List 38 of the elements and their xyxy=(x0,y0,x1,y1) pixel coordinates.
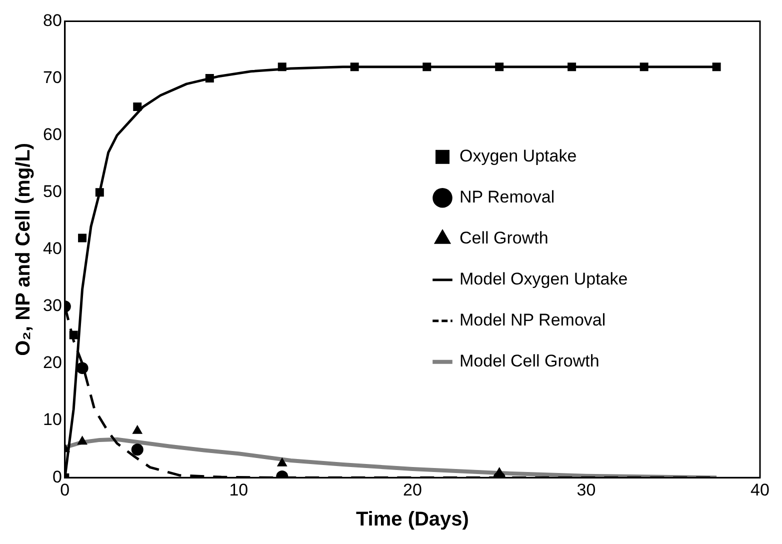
point xyxy=(133,102,142,112)
point xyxy=(350,62,359,72)
x-tick-label: 10 xyxy=(229,480,248,500)
point xyxy=(132,424,143,434)
point xyxy=(276,457,288,466)
legend-label: Model Cell Growth xyxy=(460,352,600,371)
point xyxy=(78,234,87,242)
y-tick-label: 10 xyxy=(42,410,62,430)
point xyxy=(131,444,144,456)
y-tick-label: 20 xyxy=(42,353,62,372)
legend-label: Model Oxygen Uptake xyxy=(460,270,628,289)
x-tick-label: 20 xyxy=(402,480,422,500)
point xyxy=(69,330,78,340)
point xyxy=(568,62,576,72)
y-tick-label: 30 xyxy=(42,296,62,316)
y-tick-label: 70 xyxy=(42,68,62,87)
point xyxy=(495,62,504,72)
legend-label: Cell Growth xyxy=(460,228,548,248)
y-tick-label: 50 xyxy=(42,182,62,202)
point xyxy=(640,62,648,72)
y-tick-label: 40 xyxy=(42,239,62,258)
x-tick-label: 40 xyxy=(750,480,770,500)
x-axis-title: Time (Days) xyxy=(356,508,469,531)
point xyxy=(77,436,88,445)
point xyxy=(95,188,104,197)
point xyxy=(712,62,721,72)
y-tick-label: 0 xyxy=(52,467,62,486)
point xyxy=(278,62,286,72)
point xyxy=(76,362,88,374)
y-axis-title: O₂, NP and Cell (mg/L) xyxy=(12,142,35,356)
legend-label: NP Removal xyxy=(460,188,555,207)
y-tick-label: 80 xyxy=(42,10,62,30)
point xyxy=(205,74,214,82)
point xyxy=(422,62,432,72)
legend-label: Oxygen Uptake xyxy=(460,146,577,166)
y-tick-label: 60 xyxy=(42,124,62,144)
legend-label: Model NP Removal xyxy=(460,310,606,330)
x-tick-label: 30 xyxy=(576,480,596,500)
